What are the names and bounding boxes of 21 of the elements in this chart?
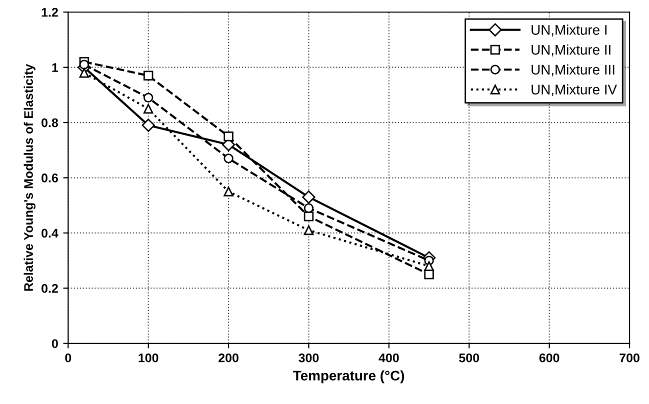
y-tick-label: 0.6 <box>42 174 58 182</box>
y-tick-label: 1.2 <box>42 8 58 17</box>
x-tick-label: 700 <box>620 353 640 362</box>
x-tick-label: 0 <box>65 353 72 362</box>
legend-label: UN,Mixture IV <box>532 84 617 96</box>
x-tick-label: 200 <box>218 353 238 362</box>
legend-label: UN,Mixture I <box>532 24 606 36</box>
x-axis-title: Temperature (°C) <box>293 370 404 384</box>
x-tick-label: 300 <box>298 353 319 362</box>
y-axis-title: Relative Young's Modulus of Elasticity <box>24 64 36 291</box>
y-tick-label: 0.8 <box>42 118 58 128</box>
x-tick-label: 100 <box>138 353 158 362</box>
x-tick-label: 400 <box>378 353 399 362</box>
x-tick-label: 600 <box>539 353 560 362</box>
legend-label: UN,Mixture III <box>532 64 614 76</box>
y-tick-label: 0.4 <box>42 228 58 238</box>
y-tick-label: 0.2 <box>42 284 58 293</box>
y-tick-label: 0 <box>52 339 58 348</box>
y-tick-label: 1 <box>52 63 58 72</box>
x-tick-label: 500 <box>459 353 480 362</box>
legend-label: UN,Mixture II <box>532 44 610 56</box>
